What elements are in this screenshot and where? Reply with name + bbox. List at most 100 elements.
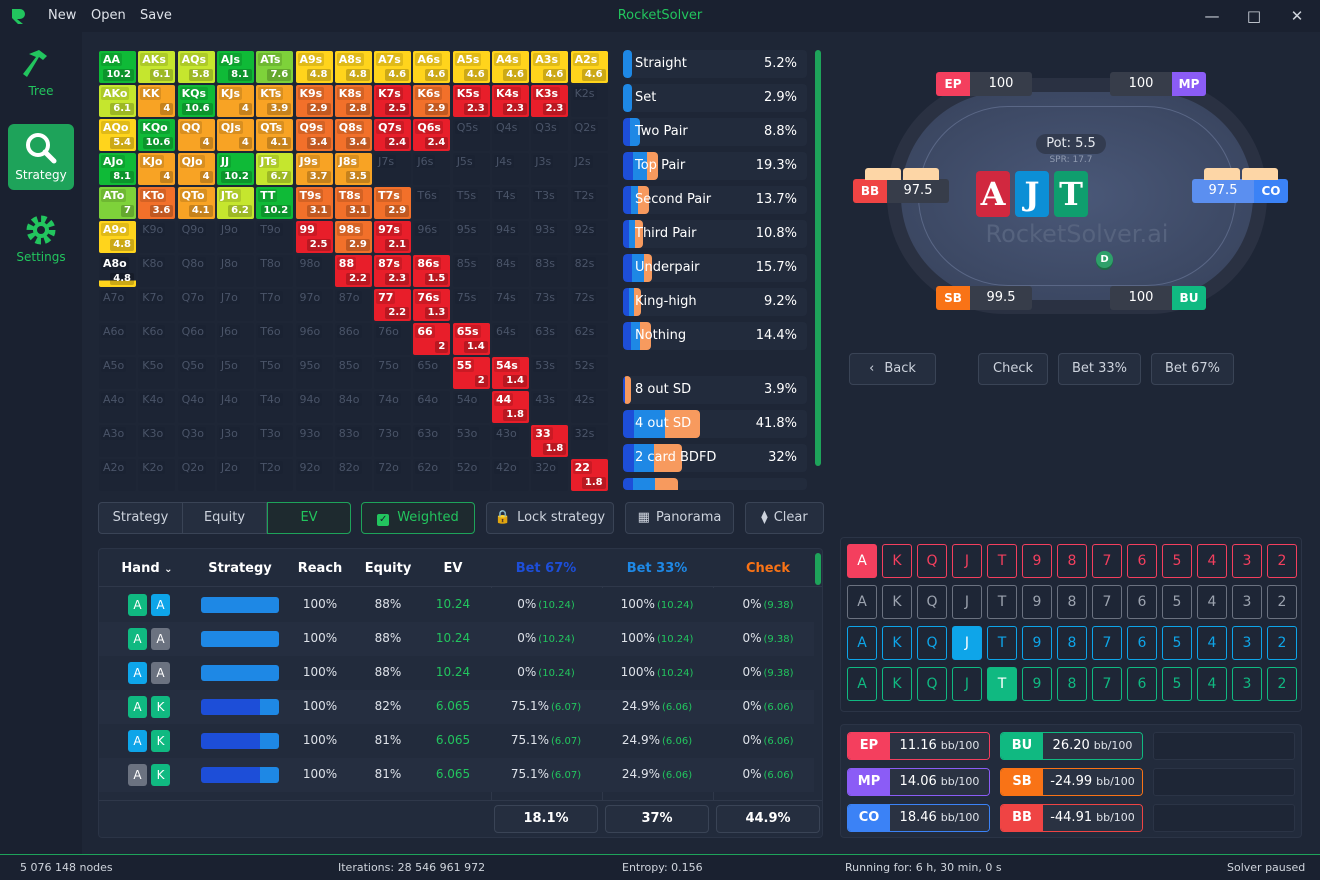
category-scrollbar[interactable] (815, 50, 821, 466)
bet33-button[interactable]: Bet 33% (1058, 353, 1141, 385)
hand-cell[interactable]: 43o (492, 425, 529, 457)
hand-cell[interactable]: Q4s (492, 119, 529, 151)
hand-cell[interactable]: T2s (570, 187, 608, 219)
menu-open[interactable]: Open (91, 8, 126, 23)
card-button[interactable]: Q (917, 626, 947, 660)
hand-cell[interactable]: 62o (413, 459, 451, 491)
hand-cell[interactable]: AKs 6.1 (138, 51, 176, 83)
card-button[interactable]: 7 (1092, 667, 1122, 701)
hand-cell[interactable]: A4s 4.6 (492, 51, 529, 83)
check-button[interactable]: Check (978, 353, 1048, 385)
hand-cell[interactable]: KTs 3.9 (256, 85, 294, 117)
hand-cell[interactable]: J5o (216, 357, 254, 389)
hand-cell[interactable]: 44 1.8 (492, 391, 529, 423)
hand-cell[interactable]: 92o (295, 459, 333, 491)
category-row[interactable]: 4 out SD 41.8% (623, 410, 807, 438)
hand-cell[interactable]: 92s (570, 221, 608, 253)
card-button[interactable]: 7 (1092, 544, 1122, 578)
minimize-button[interactable]: — (1204, 7, 1220, 25)
card-button[interactable]: 5 (1162, 585, 1192, 619)
hand-cell[interactable]: 82o (334, 459, 372, 491)
card-button[interactable]: J (952, 544, 982, 578)
hand-cell[interactable]: A8s 4.8 (334, 51, 372, 83)
card-button[interactable]: 9 (1022, 667, 1052, 701)
hand-cell[interactable]: A6o (99, 323, 136, 355)
hand-cell[interactable]: 83o (334, 425, 372, 457)
card-button[interactable]: J (952, 667, 982, 701)
hand-cell[interactable]: K3o (138, 425, 176, 457)
hand-cell[interactable]: 33 1.8 (531, 425, 569, 457)
category-row[interactable]: King-high 9.2% (623, 288, 807, 316)
hand-cell[interactable]: T6o (256, 323, 294, 355)
hand-cell[interactable]: Q2s (570, 119, 608, 151)
menu-new[interactable]: New (48, 8, 77, 23)
hand-cell[interactable]: 63s (531, 323, 569, 355)
hand-cell[interactable]: 65o (413, 357, 451, 389)
hand-cell[interactable]: 22 1.8 (570, 459, 608, 491)
card-button[interactable]: 2 (1267, 544, 1297, 578)
hand-cell[interactable]: J4s (492, 153, 529, 185)
sidebar-item-strategy[interactable]: Strategy (8, 124, 74, 190)
hand-cell[interactable]: KQs 10.6 (177, 85, 215, 117)
table-scrollbar[interactable] (815, 553, 821, 585)
hand-cell[interactable]: 72o (374, 459, 412, 491)
hand-cell[interactable]: T8s 3.1 (334, 187, 372, 219)
hand-cell[interactable]: 53o (452, 425, 490, 457)
card-button[interactable]: T (987, 667, 1017, 701)
card-button[interactable]: 3 (1232, 544, 1262, 578)
hand-cell[interactable]: AQo 5.4 (99, 119, 136, 151)
panorama-button[interactable]: ▦ Panorama (625, 502, 734, 534)
card-button[interactable]: 4 (1197, 544, 1227, 578)
card-button[interactable]: Q (917, 585, 947, 619)
hand-cell[interactable]: A2s 4.6 (570, 51, 608, 83)
hand-cell[interactable]: Q6o (177, 323, 215, 355)
card-button[interactable]: 5 (1162, 626, 1192, 660)
hand-cell[interactable]: 85s (452, 255, 490, 287)
card-button[interactable]: 8 (1057, 585, 1087, 619)
close-button[interactable]: ✕ (1290, 7, 1304, 25)
hand-cell[interactable]: KK 4 (138, 85, 176, 117)
card-button[interactable]: 4 (1197, 667, 1227, 701)
hand-cell[interactable]: 84s (492, 255, 529, 287)
hand-cell[interactable]: TT 10.2 (256, 187, 294, 219)
hand-cell[interactable]: K4s 2.3 (492, 85, 529, 117)
column-check[interactable]: Check (746, 561, 790, 576)
card-button[interactable]: 2 (1267, 667, 1297, 701)
hand-cell[interactable]: 96o (295, 323, 333, 355)
column-bet67[interactable]: Bet 67% (515, 561, 577, 576)
hand-cell[interactable]: J9o (216, 221, 254, 253)
hand-cell[interactable]: 97s 2.1 (374, 221, 412, 253)
lock-strategy-button[interactable]: 🔒 Lock strategy (486, 502, 614, 534)
hand-cell[interactable]: 93s (531, 221, 569, 253)
card-button[interactable]: K (882, 585, 912, 619)
card-button[interactable]: T (987, 544, 1017, 578)
hand-cell[interactable]: AA 10.2 (99, 51, 136, 83)
card-button[interactable]: 5 (1162, 667, 1192, 701)
hand-cell[interactable]: J8s 3.5 (334, 153, 372, 185)
category-row[interactable]: Underpair 15.7% (623, 254, 807, 282)
hand-cell[interactable]: A5s 4.6 (452, 51, 490, 83)
hand-cell[interactable]: 65s 1.4 (452, 323, 490, 355)
hand-cell[interactable]: A3o (99, 425, 136, 457)
card-button[interactable]: A (847, 626, 877, 660)
hand-cell[interactable]: 86s 1.5 (413, 255, 451, 287)
hand-cell[interactable]: 72s (570, 289, 608, 321)
hand-cell[interactable]: Q4o (177, 391, 215, 423)
hand-cell[interactable]: T5o (256, 357, 294, 389)
hand-cell[interactable]: Q3s (531, 119, 569, 151)
card-button[interactable]: T (987, 626, 1017, 660)
hand-cell[interactable]: K9o (138, 221, 176, 253)
tab-ev[interactable]: EV (267, 502, 351, 534)
card-button[interactable]: A (847, 585, 877, 619)
hand-cell[interactable]: QTo 4.1 (177, 187, 215, 219)
hand-cell[interactable]: K8s 2.8 (334, 85, 372, 117)
hand-cell[interactable]: T3s (531, 187, 569, 219)
table-row[interactable]: A A 100% 88% 10.24 0% (10.24) 100% (10.24) 0% (9.3… (99, 588, 814, 622)
hand-cell[interactable]: 74s (492, 289, 529, 321)
hand-cell[interactable]: Q2o (177, 459, 215, 491)
hand-cell[interactable]: QJs 4 (216, 119, 254, 151)
category-row[interactable]: Nothing 14.4% (623, 322, 807, 350)
hand-cell[interactable]: A7s 4.6 (374, 51, 412, 83)
card-button[interactable]: 6 (1127, 626, 1157, 660)
hand-cell[interactable]: 84o (334, 391, 372, 423)
